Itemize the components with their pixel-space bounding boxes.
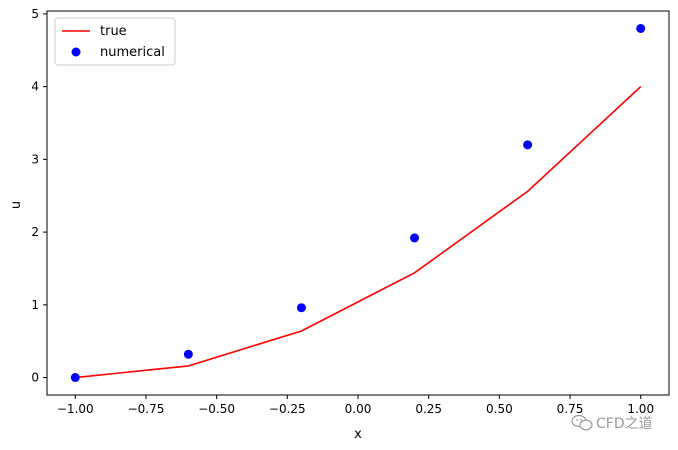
x-tick-label: 0.50 xyxy=(486,402,513,416)
y-tick-label: 0 xyxy=(31,371,39,385)
legend-frame xyxy=(54,17,176,66)
x-tick-label: −1.00 xyxy=(57,402,94,416)
x-tick-label: 1.00 xyxy=(627,402,654,416)
legend-numerical-marker-swatch xyxy=(71,47,81,57)
scatter-point-numerical xyxy=(410,233,420,243)
y-tick-label: 4 xyxy=(31,80,39,94)
scatter-point-numerical xyxy=(183,349,193,359)
x-tick-label: 0.75 xyxy=(557,402,584,416)
y-axis-label: u xyxy=(9,201,24,209)
axes-frame xyxy=(46,10,670,396)
series-line-true xyxy=(75,86,642,379)
watermark-text: CFD之道 xyxy=(596,416,653,432)
y-tick-label: 2 xyxy=(31,225,39,239)
x-axis-ticks: −1.00 −0.75 −0.50 −0.25 0.00 0.25 0.50 0.75 1.00 xyxy=(57,395,654,416)
y-tick-label: 5 xyxy=(31,7,39,21)
scatter-point-numerical xyxy=(523,140,533,150)
legend: true numerical xyxy=(54,17,176,66)
x-tick-label: −0.50 xyxy=(198,402,235,416)
legend-true-label: true xyxy=(100,24,127,39)
scatter-point-numerical xyxy=(70,373,80,383)
x-tick-label: −0.75 xyxy=(128,402,165,416)
x-tick-label: 0.25 xyxy=(415,402,442,416)
scatter-point-numerical xyxy=(296,303,306,313)
plot-area: −1.00 −0.75 −0.50 −0.25 0.00 0.25 0.50 0.75 1.00… xyxy=(31,7,670,416)
scatter-point-numerical xyxy=(636,23,646,33)
y-tick-label: 1 xyxy=(31,298,39,312)
x-tick-label: −0.25 xyxy=(269,402,306,416)
wechat-icon xyxy=(571,414,593,431)
y-tick-label: 3 xyxy=(31,152,39,166)
y-axis-ticks: 0 1 2 3 4 5 xyxy=(31,7,47,385)
x-tick-label: 0.00 xyxy=(345,402,372,416)
watermark: CFD之道 xyxy=(571,414,653,432)
x-axis-label: x xyxy=(354,427,362,442)
marks xyxy=(70,23,646,383)
legend-numerical-label: numerical xyxy=(100,45,165,60)
